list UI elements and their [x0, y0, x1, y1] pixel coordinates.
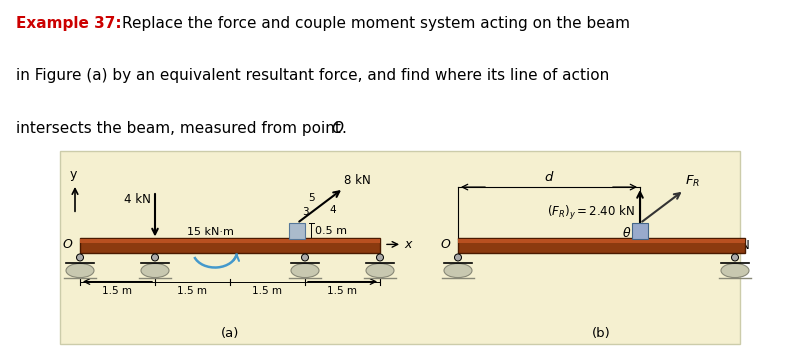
Circle shape: [302, 254, 309, 261]
Ellipse shape: [366, 264, 394, 278]
Bar: [458, 239, 745, 243]
Text: 1.5 m: 1.5 m: [327, 285, 357, 296]
Text: intersects the beam, measured from point: intersects the beam, measured from point: [16, 121, 346, 136]
Text: $F_R$: $F_R$: [685, 174, 700, 189]
Circle shape: [731, 254, 738, 261]
Circle shape: [454, 254, 462, 261]
Ellipse shape: [66, 264, 94, 278]
Text: $\theta$: $\theta$: [622, 226, 631, 240]
Text: (a): (a): [221, 327, 239, 340]
Text: d: d: [545, 171, 553, 184]
Bar: [80, 238, 380, 253]
Text: Example 37:: Example 37:: [16, 16, 122, 31]
Text: 4: 4: [330, 205, 336, 215]
Bar: [289, 223, 305, 239]
Text: 4 kN: 4 kN: [124, 193, 151, 206]
Text: (b): (b): [592, 327, 611, 340]
Bar: [632, 223, 648, 239]
Text: 15 kN·m: 15 kN·m: [186, 227, 234, 237]
Ellipse shape: [291, 264, 319, 278]
Text: 1.5 m: 1.5 m: [102, 285, 132, 296]
Bar: [80, 239, 380, 243]
Circle shape: [377, 254, 383, 261]
Text: 8 kN: 8 kN: [344, 174, 371, 187]
Text: O: O: [440, 238, 450, 251]
Ellipse shape: [721, 264, 749, 278]
Text: $(F_R)_y = 2.40$ kN: $(F_R)_y = 2.40$ kN: [547, 204, 635, 222]
Text: 1.5 m: 1.5 m: [177, 285, 207, 296]
Text: .: .: [342, 121, 346, 136]
Circle shape: [77, 254, 83, 261]
FancyBboxPatch shape: [60, 151, 740, 344]
Text: y: y: [70, 168, 77, 181]
Text: x: x: [404, 238, 411, 251]
Text: 5: 5: [308, 193, 314, 203]
Text: O: O: [62, 238, 72, 251]
Circle shape: [151, 254, 158, 261]
Text: 0.5 m: 0.5 m: [315, 226, 347, 236]
Text: 1.5 m: 1.5 m: [252, 285, 282, 296]
Ellipse shape: [444, 264, 472, 278]
Text: O: O: [331, 121, 343, 136]
Ellipse shape: [141, 264, 169, 278]
Text: $(F_R)_x = 4.80$ kN: $(F_R)_x = 4.80$ kN: [662, 238, 750, 254]
Text: Replace the force and couple moment system acting on the beam: Replace the force and couple moment syst…: [122, 16, 630, 31]
Text: in Figure (a) by an equivalent resultant force, and find where its line of actio: in Figure (a) by an equivalent resultant…: [16, 68, 610, 83]
Bar: [458, 238, 745, 253]
Text: 3: 3: [302, 207, 309, 217]
